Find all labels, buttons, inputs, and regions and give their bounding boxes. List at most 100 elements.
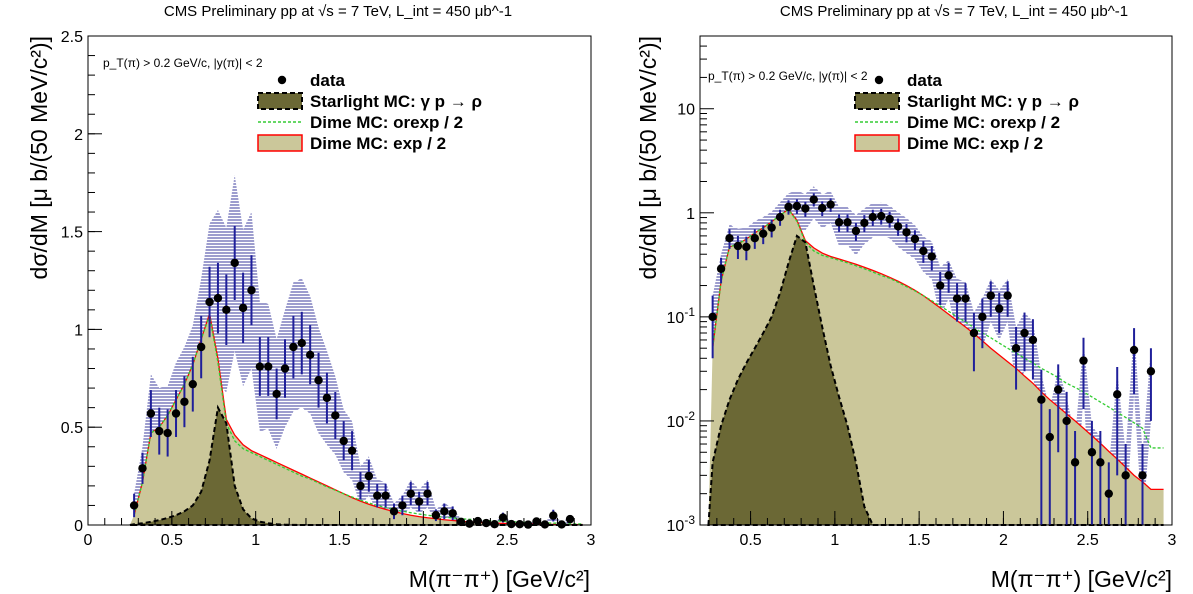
y-tick-label: 1 [686, 206, 695, 223]
data-point [767, 223, 776, 232]
data-point [1079, 356, 1088, 365]
data-point [305, 350, 315, 360]
data-point [1062, 416, 1071, 426]
data-point [490, 520, 499, 529]
y-tick-label: 2.5 [61, 29, 83, 46]
data-point [1121, 471, 1130, 480]
data-point [944, 271, 953, 280]
data-point [180, 397, 189, 406]
right-plot-area [707, 186, 1164, 526]
data-point [280, 364, 290, 373]
legend-dime-exp-swatch [854, 134, 900, 152]
data-point [364, 471, 374, 481]
data-point [373, 491, 382, 500]
legend-label: Dime MC: exp / 2 [907, 134, 1043, 153]
data-point [322, 393, 332, 403]
data-point [885, 214, 894, 224]
data-point [860, 218, 869, 228]
y-tick-exponent: -1 [684, 305, 695, 319]
x-tick-label: 3 [587, 532, 596, 549]
data-point [936, 281, 945, 290]
data-point [725, 234, 734, 243]
data-point [247, 286, 256, 295]
y-tick-label: 10-1 [667, 305, 696, 327]
x-tick-label: 3 [1168, 532, 1177, 549]
data-point [196, 342, 206, 352]
data-point [389, 507, 399, 516]
data-point [910, 234, 920, 244]
y-tick-label: 1 [74, 322, 83, 339]
data-point [565, 514, 575, 524]
data-point [1011, 343, 1021, 353]
left-legend: data Starlight MC: γ p → ρ Dime MC: orexp … [257, 71, 482, 153]
data-point [826, 200, 835, 209]
left-y-ticks: 0 0.5 1 1.5 2 2.5 [61, 29, 102, 535]
data-point [1113, 390, 1122, 399]
data-point [507, 519, 516, 529]
legend-starlight-swatch [854, 92, 900, 110]
x-tick-label: 1 [830, 532, 839, 549]
x-tick-label: 0 [84, 532, 93, 549]
y-tick-label: 0 [74, 518, 83, 535]
dime-exp-line [133, 313, 583, 526]
y-tick-exponent: -2 [684, 409, 695, 423]
x-tick-label: 1.5 [328, 532, 350, 549]
data-point [1129, 345, 1139, 355]
y-tick-exponent: -3 [684, 513, 695, 527]
data-point [818, 203, 827, 213]
data-point [716, 264, 726, 273]
data-point [750, 234, 759, 243]
data-point [1003, 291, 1012, 300]
left-x-axis-label: M(π⁻π⁺) [GeV/c²] [409, 566, 590, 592]
data-point [1054, 385, 1063, 394]
y-tick-label: 10 [677, 102, 695, 119]
right-panel-log: CMS Preliminary pp at √s = 7 TeV, L_int … [635, 3, 1177, 592]
data-point [733, 241, 743, 251]
data-point [188, 379, 197, 389]
data-point [549, 511, 558, 520]
data-point [1037, 395, 1046, 404]
x-tick-label: 2.5 [496, 532, 518, 549]
uncertainty-band [134, 174, 571, 525]
y-tick-base: 10 [667, 414, 685, 431]
data-point [456, 517, 466, 527]
y-tick-label: 0.5 [61, 420, 83, 437]
data-point [784, 202, 793, 212]
data-point [532, 517, 541, 526]
y-tick-label: 10-3 [667, 513, 696, 535]
data-point [1028, 335, 1038, 345]
data-point [961, 294, 970, 303]
data-point [238, 303, 248, 313]
data-point [1138, 471, 1147, 480]
legend-label: Dime MC: orexp / 2 [907, 113, 1060, 132]
data-point [1096, 458, 1105, 467]
right-title-text: CMS Preliminary pp at √s = 7 TeV, L_int … [780, 3, 1128, 20]
x-tick-label: 0.5 [161, 532, 183, 549]
left-cut-annotation: p_T(π) > 0.2 GeV/c, |y(π)| < 2 [103, 56, 263, 70]
data-point [297, 338, 306, 348]
right-legend: data Starlight MC: γ p → ρ Dime MC: orexp … [854, 71, 1079, 153]
legend-label: data [310, 71, 346, 90]
data-point [129, 501, 139, 510]
data-point [414, 497, 424, 506]
data-point [775, 212, 785, 222]
y-tick-label: 2 [74, 127, 83, 144]
left-title-text: CMS Preliminary pp at √s = 7 TeV, L_int … [164, 3, 512, 20]
dime-exp-area [129, 313, 583, 525]
data-point [356, 481, 365, 491]
data-point [801, 204, 810, 213]
legend-data-marker [874, 75, 884, 85]
data-point [851, 226, 861, 236]
legend-label: Dime MC: exp / 2 [310, 134, 446, 153]
data-point [515, 520, 524, 529]
legend-label: data [907, 71, 943, 90]
data-point [465, 519, 474, 528]
x-tick-label: 0.5 [739, 532, 761, 549]
data-point [759, 229, 768, 238]
data-point [205, 297, 214, 307]
right-x-axis-label: M(π⁻π⁺) [GeV/c²] [991, 566, 1172, 592]
data-point [163, 428, 172, 438]
data-point [440, 507, 449, 516]
y-tick-base: 10 [667, 518, 685, 535]
